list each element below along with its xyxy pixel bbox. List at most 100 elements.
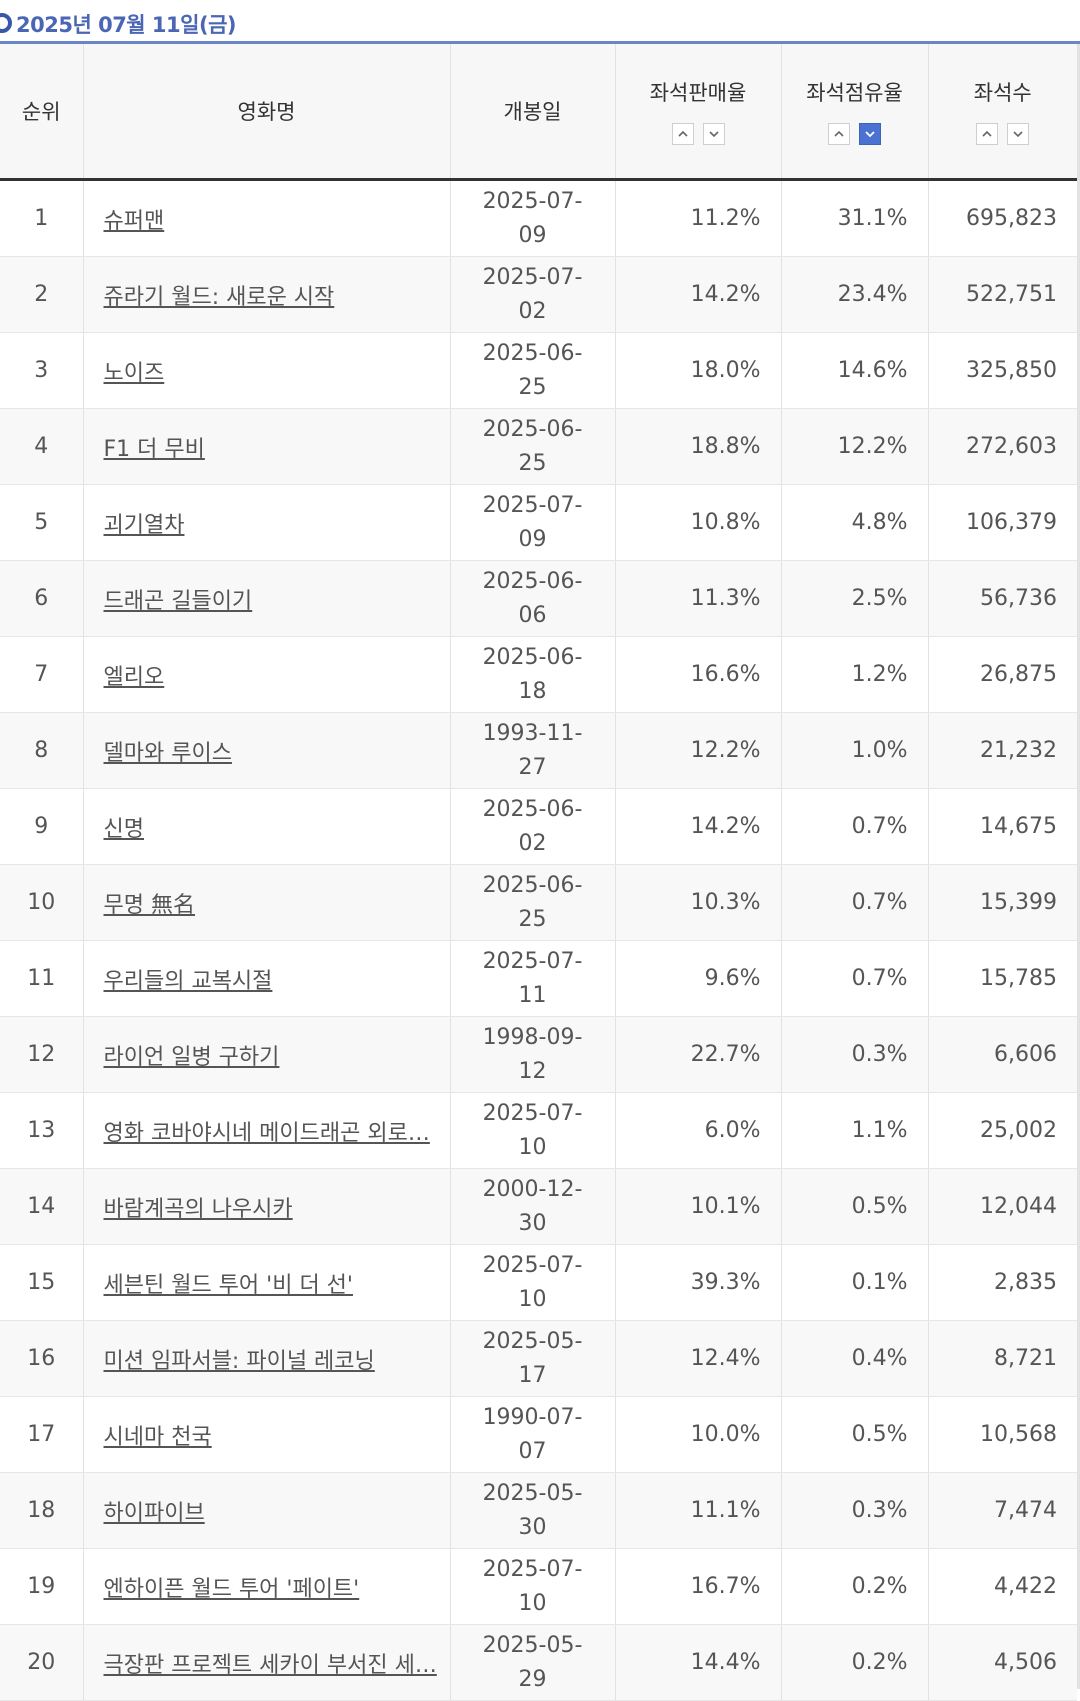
rank-cell: 20 (0, 1624, 83, 1701)
movie-title-link[interactable]: 슈퍼맨 (103, 208, 165, 234)
seat-sales-rate-cell: 10.1% (614, 1168, 781, 1245)
movie-title-link[interactable]: F1 더 무비 (103, 436, 205, 462)
seat-count-cell: 56,736 (927, 560, 1077, 637)
chevron-up-icon (677, 130, 688, 137)
movie-title-link[interactable]: 드래곤 길들이기 (103, 588, 253, 614)
seat-count-cell: 7,474 (927, 1472, 1077, 1549)
movie-title-link[interactable]: 영화 코바야시네 메이드래곤 외로… (103, 1120, 430, 1146)
movie-title-link[interactable]: 무명 無名 (103, 892, 195, 918)
rank-cell: 17 (0, 1396, 83, 1473)
movie-title-cell: 드래곤 길들이기 (82, 560, 450, 637)
seat-count-cell: 15,785 (927, 940, 1077, 1017)
table-row: 7 엘리오 2025-06-18 16.6% 1.2% 26,875 (0, 636, 1077, 713)
seat-occupancy-cell: 0.5% (780, 1168, 928, 1245)
seat-occupancy-cell: 23.4% (780, 256, 928, 333)
movie-title-link[interactable]: 괴기열차 (103, 512, 185, 538)
seat-sales-rate-cell: 11.3% (614, 560, 781, 637)
seat-occupancy-cell: 1.0% (780, 712, 928, 789)
seat-occupancy-cell: 0.4% (780, 1320, 928, 1397)
rank-cell: 15 (0, 1244, 83, 1321)
seat-sales-rate-cell: 12.4% (614, 1320, 781, 1397)
sort-sales-desc-button[interactable] (702, 123, 725, 145)
movie-title-link[interactable]: 노이즈 (103, 360, 165, 386)
release-date-cell: 2025-07-09 (449, 179, 615, 257)
col-header-title: 영화명 (82, 44, 450, 181)
seat-count-cell: 6,606 (927, 1016, 1077, 1093)
chevron-down-icon (708, 131, 719, 138)
movie-title-link[interactable]: 극장판 프로젝트 세카이 부서진 세… (103, 1652, 437, 1678)
chevron-down-icon (1013, 131, 1023, 138)
seat-occupancy-cell: 0.7% (780, 864, 928, 941)
chevron-down-icon (865, 131, 875, 138)
seat-sales-rate-cell: 22.7% (614, 1016, 781, 1093)
table-right-border (1077, 44, 1080, 1689)
release-date-cell: 2000-12-30 (449, 1168, 615, 1245)
movie-title-cell: F1 더 무비 (82, 408, 450, 485)
movie-title-link[interactable]: 엘리오 (103, 664, 165, 690)
movie-title-link[interactable]: 쥬라기 월드: 새로운 시작 (103, 284, 335, 310)
col-header-rank: 순위 (0, 44, 83, 181)
seat-count-cell: 4,422 (927, 1548, 1077, 1625)
sort-occupancy-desc-button[interactable] (859, 123, 881, 145)
rank-cell: 4 (0, 408, 83, 485)
movie-title-link[interactable]: 우리들의 교복시절 (103, 968, 273, 994)
date-header: 2025년 07월 11일(금) (0, 0, 1080, 44)
release-date-cell: 2025-05-29 (449, 1624, 615, 1701)
rank-cell: 5 (0, 484, 83, 561)
movie-title-cell: 영화 코바야시네 메이드래곤 외로… (82, 1092, 450, 1169)
table-row: 17 시네마 천국 1990-07-07 10.0% 0.5% 10,568 (0, 1396, 1077, 1473)
seat-sales-rate-cell: 16.6% (614, 636, 781, 713)
movie-title-link[interactable]: 세븐틴 월드 투어 '비 더 선' (103, 1272, 353, 1298)
movie-title-link[interactable]: 시네마 천국 (103, 1424, 212, 1450)
seat-occupancy-cell: 0.7% (780, 788, 928, 865)
movie-title-link[interactable]: 미션 임파서블: 파이널 레코닝 (103, 1348, 375, 1374)
col-header-release: 개봉일 (449, 44, 615, 181)
seat-ranking-table: 순위 영화명 개봉일 좌석판매율 (0, 44, 1077, 1701)
table-row: 19 엔하이픈 월드 투어 '페이트' 2025-07-10 16.7% 0.2% 4,4… (0, 1548, 1077, 1625)
movie-title-cell: 우리들의 교복시절 (82, 940, 450, 1017)
table-header-row: 순위 영화명 개봉일 좌석판매율 (0, 44, 1077, 181)
col-header-occupancy: 좌석점유율 (780, 44, 928, 181)
seat-sales-rate-cell: 10.3% (614, 864, 781, 941)
table-row: 10 무명 無名 2025-06-25 10.3% 0.7% 15,399 (0, 864, 1077, 941)
seat-count-cell: 325,850 (927, 332, 1077, 409)
rank-cell: 11 (0, 940, 83, 1017)
seat-occupancy-cell: 12.2% (780, 408, 928, 485)
table-row: 15 세븐틴 월드 투어 '비 더 선' 2025-07-10 39.3% 0.1% 2,… (0, 1244, 1077, 1321)
seat-count-cell: 8,721 (927, 1320, 1077, 1397)
sort-seats-desc-button[interactable] (1007, 123, 1030, 145)
movie-title-link[interactable]: 바람계곡의 나우시카 (103, 1196, 293, 1222)
seat-occupancy-cell: 2.5% (780, 560, 928, 637)
table-row: 5 괴기열차 2025-07-09 10.8% 4.8% 106,379 (0, 484, 1077, 561)
seat-occupancy-cell: 1.1% (780, 1092, 928, 1169)
release-date-cell: 2025-07-11 (449, 940, 615, 1017)
seat-count-cell: 272,603 (927, 408, 1077, 485)
movie-title-link[interactable]: 엔하이픈 월드 투어 '페이트' (103, 1576, 360, 1602)
movie-title-link[interactable]: 하이파이브 (103, 1500, 205, 1526)
seat-sales-rate-cell: 18.0% (614, 332, 781, 409)
rank-cell: 18 (0, 1472, 83, 1549)
seat-sales-rate-cell: 11.1% (614, 1472, 781, 1549)
movie-title-link[interactable]: 델마와 루이스 (103, 740, 232, 766)
rank-cell: 13 (0, 1092, 83, 1169)
seat-sales-rate-cell: 14.4% (614, 1624, 781, 1701)
seat-sales-rate-cell: 16.7% (614, 1548, 781, 1625)
sort-sales-asc-button[interactable] (671, 123, 694, 145)
table-row: 16 미션 임파서블: 파이널 레코닝 2025-05-17 12.4% 0.4% 8,7… (0, 1320, 1077, 1397)
movie-title-cell: 엔하이픈 월드 투어 '페이트' (82, 1548, 450, 1625)
rank-cell: 14 (0, 1168, 83, 1245)
release-date-cell: 2025-06-25 (449, 864, 615, 941)
movie-title-link[interactable]: 신명 (103, 816, 144, 842)
rank-cell: 16 (0, 1320, 83, 1397)
rank-cell: 1 (0, 179, 83, 257)
sort-seats-asc-button[interactable] (976, 123, 999, 145)
movie-title-cell: 미션 임파서블: 파이널 레코닝 (82, 1320, 450, 1397)
table-row: 14 바람계곡의 나우시카 2000-12-30 10.1% 0.5% 12,044 (0, 1168, 1077, 1245)
seat-occupancy-cell: 4.8% (780, 484, 928, 561)
rank-cell: 7 (0, 636, 83, 713)
movie-title-link[interactable]: 라이언 일병 구하기 (103, 1044, 280, 1070)
table-row: 6 드래곤 길들이기 2025-06-06 11.3% 2.5% 56,736 (0, 560, 1077, 637)
sort-occupancy-asc-button[interactable] (828, 123, 850, 145)
movie-title-cell: 세븐틴 월드 투어 '비 더 선' (82, 1244, 450, 1321)
rank-cell: 19 (0, 1548, 83, 1625)
